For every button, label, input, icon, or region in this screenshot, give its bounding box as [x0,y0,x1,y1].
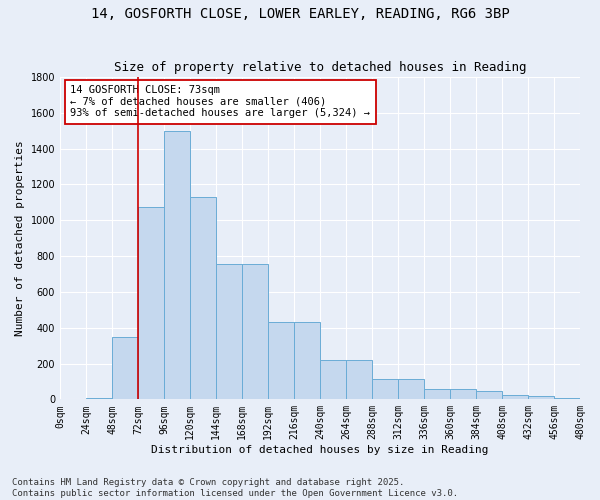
Bar [398,378,424,400]
Bar [216,264,242,400]
Bar [476,392,502,400]
Text: 14 GOSFORTH CLOSE: 73sqm
← 7% of detached houses are smaller (406)
93% of semi-d: 14 GOSFORTH CLOSE: 73sqm ← 7% of detache… [70,85,370,118]
Bar [138,207,164,400]
Bar [424,388,450,400]
Bar [346,360,372,400]
Bar [372,378,398,400]
Text: 14, GOSFORTH CLOSE, LOWER EARLEY, READING, RG6 3BP: 14, GOSFORTH CLOSE, LOWER EARLEY, READIN… [91,8,509,22]
Bar [112,336,138,400]
Bar [528,396,554,400]
Title: Size of property relative to detached houses in Reading: Size of property relative to detached ho… [114,62,526,74]
Bar [190,197,216,400]
Bar [86,398,112,400]
Y-axis label: Number of detached properties: Number of detached properties [15,140,25,336]
Bar [554,398,580,400]
Bar [502,396,528,400]
Bar [242,264,268,400]
X-axis label: Distribution of detached houses by size in Reading: Distribution of detached houses by size … [151,445,489,455]
Bar [320,360,346,400]
Bar [450,389,476,400]
Bar [294,322,320,400]
Bar [164,131,190,400]
Text: Contains HM Land Registry data © Crown copyright and database right 2025.
Contai: Contains HM Land Registry data © Crown c… [12,478,458,498]
Bar [268,322,294,400]
